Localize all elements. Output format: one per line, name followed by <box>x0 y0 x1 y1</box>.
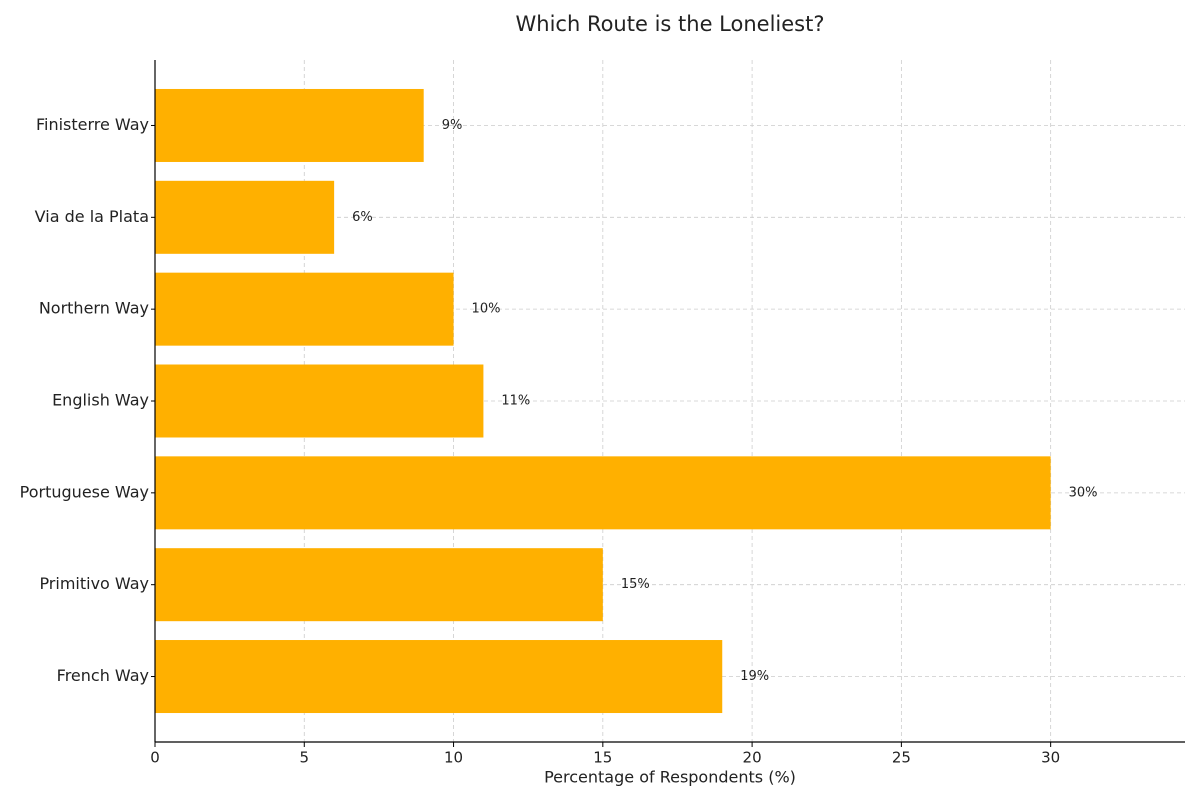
x-tick-label: 25 <box>892 749 911 767</box>
y-tick-label: Via de la Plata <box>35 207 149 226</box>
y-tick-label: French Way <box>57 666 149 685</box>
value-label: 30% <box>1069 485 1098 500</box>
x-tick-label: 5 <box>300 749 310 767</box>
x-tick-label: 15 <box>593 749 612 767</box>
value-label: 10% <box>472 302 501 317</box>
y-tick-label: Primitivo Way <box>39 574 149 593</box>
value-label: 15% <box>621 577 650 592</box>
bar <box>155 88 424 162</box>
x-axis-label: Percentage of Respondents (%) <box>544 768 796 787</box>
y-tick-label: Portuguese Way <box>20 482 149 501</box>
x-tick-label: 20 <box>743 749 762 767</box>
x-tick-label: 0 <box>150 749 160 767</box>
bar <box>155 548 603 622</box>
y-tick-label: Northern Way <box>39 299 149 318</box>
y-tick-label: English Way <box>52 391 149 410</box>
y-tick-label: Finisterre Way <box>36 115 149 134</box>
bar <box>155 456 1051 530</box>
bar <box>155 640 723 714</box>
value-label: 9% <box>442 118 463 133</box>
bar <box>155 180 335 254</box>
x-tick-label: 10 <box>444 749 463 767</box>
bar <box>155 272 454 346</box>
value-label: 19% <box>740 669 769 684</box>
bar <box>155 364 484 438</box>
x-tick-label: 30 <box>1041 749 1060 767</box>
value-label: 6% <box>352 210 373 225</box>
chart-title: Which Route is the Loneliest? <box>516 12 825 36</box>
value-label: 11% <box>501 394 530 409</box>
